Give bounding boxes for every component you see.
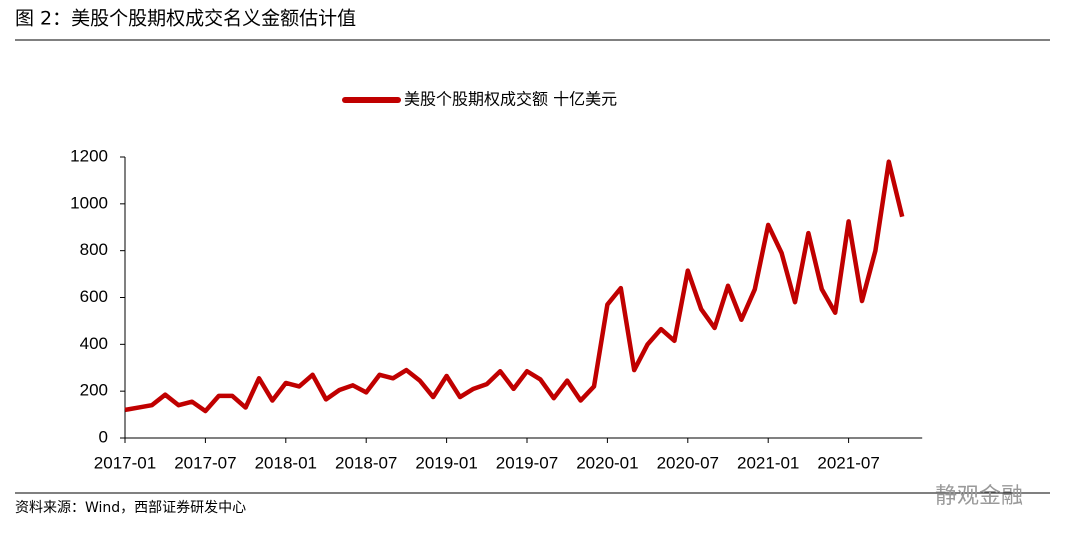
y-tick-label: 1200 <box>70 146 108 165</box>
chart-title: 图 2：美股个股期权成交名义金额估计值 <box>15 8 356 30</box>
x-tick-label: 2018-07 <box>335 453 397 472</box>
x-tick-label: 2019-01 <box>415 453 477 472</box>
y-tick-label: 1000 <box>70 193 108 212</box>
x-tick-label: 2018-01 <box>255 453 317 472</box>
y-tick-label: 600 <box>80 287 108 306</box>
y-tick-label: 400 <box>80 334 108 353</box>
watermark: 静观金融 <box>935 484 1023 509</box>
x-tick-label: 2020-01 <box>576 453 638 472</box>
x-tick-label: 2017-01 <box>94 453 156 472</box>
x-tick-label: 2021-07 <box>817 453 879 472</box>
y-tick-label: 200 <box>80 381 108 400</box>
y-tick-label: 0 <box>99 427 108 446</box>
source: 资料来源：Wind，西部证券研发中心 <box>15 500 246 516</box>
x-tick-label: 2017-07 <box>174 453 236 472</box>
x-tick-label: 2021-01 <box>737 453 799 472</box>
x-tick-label: 2020-07 <box>657 453 719 472</box>
line-series <box>124 159 905 414</box>
x-tick-label: 2019-07 <box>496 453 558 472</box>
y-tick-label: 800 <box>80 240 108 259</box>
legend-label: 美股个股期权成交额 十亿美元 <box>404 90 617 109</box>
